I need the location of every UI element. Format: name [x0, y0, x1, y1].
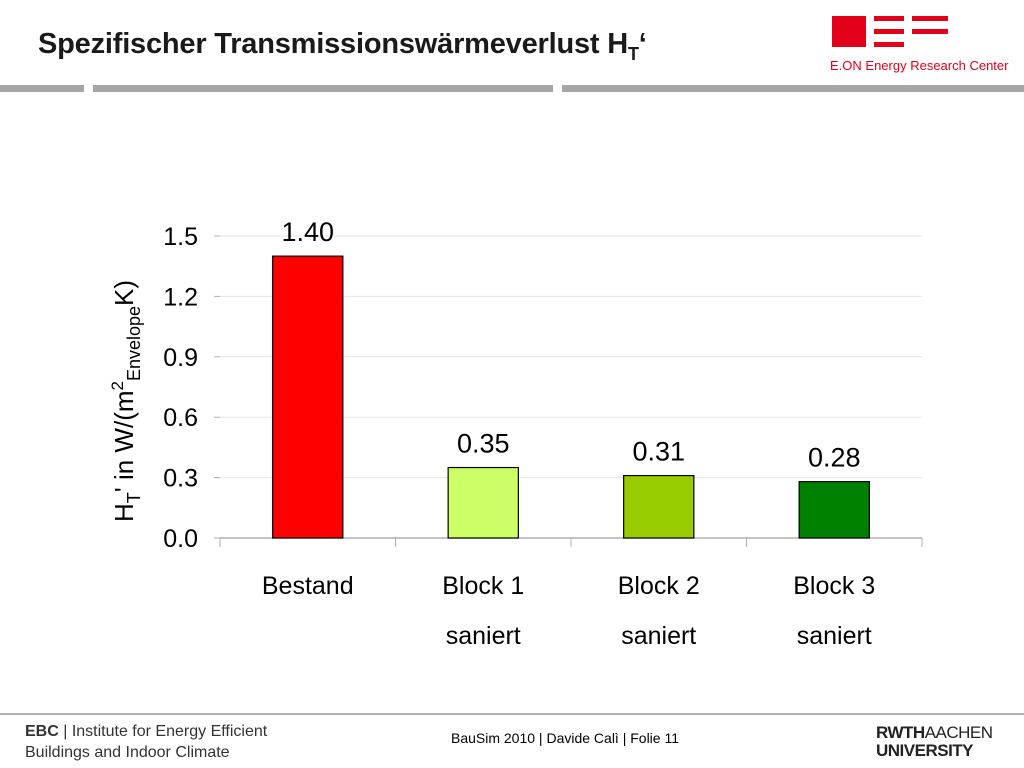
rwth-logo: RWTHAACHEN UNIVERSITY [876, 724, 1000, 760]
bar [447, 466, 519, 539]
data-label: 0.28 [808, 443, 861, 473]
eon-logo-text: E.ON Energy Research Center [830, 58, 1009, 73]
data-label: 0.31 [632, 437, 685, 467]
institute-line1: Institute for Energy Efficient [71, 723, 268, 740]
y-tick-label: 1.5 [163, 223, 198, 251]
x-category-label: Block 3 [793, 572, 875, 600]
y-axis-label-part: K) [109, 280, 139, 306]
bar [272, 255, 344, 539]
institute-abbr: EBC [25, 723, 59, 740]
y-tick-label: 1.2 [163, 283, 198, 311]
x-category-label: saniert [446, 622, 521, 650]
y-tick-label: 0.9 [163, 344, 198, 372]
eon-logo: E.ON Energy Research Center [830, 16, 1008, 78]
y-axis-label: HT' in W/(m2EnvelopeK) [108, 280, 144, 522]
x-category-label: saniert [797, 622, 872, 650]
footer-rule [0, 713, 1024, 715]
x-category-label: Block 2 [618, 572, 700, 600]
data-label: 1.40 [281, 217, 334, 247]
y-tick-label: 0.6 [163, 404, 198, 432]
bar [623, 474, 695, 539]
header-rule-segment [0, 85, 84, 92]
header-rule-segment [562, 85, 1024, 92]
y-tick-label: 0.3 [163, 465, 198, 493]
rwth-logo-light: AACHEN [924, 723, 993, 742]
rwth-logo-line2: UNIVERSITY [876, 741, 974, 760]
institute-label: EBC | Institute for Energy Efficient Bui… [25, 723, 268, 761]
x-category-label: Bestand [262, 572, 354, 600]
slide-title: Spezifischer Transmissionswärmeverlust H… [38, 28, 647, 65]
y-axis-label-superscript: 2 [108, 381, 127, 390]
slide-title-suffix: ‘ [638, 28, 647, 60]
footer-slide-info: BauSim 2010 | Davide Calì | Folie 11 [450, 730, 680, 746]
x-category-label: Block 1 [442, 572, 524, 600]
rwth-logo-bold: RWTH [876, 723, 925, 742]
data-label: 0.35 [457, 429, 510, 459]
header-rule-segment [93, 85, 553, 92]
eon-mark-icon [832, 16, 948, 47]
y-axis-label-subscript: T [124, 492, 144, 503]
y-axis-label-subscript: Envelope [124, 306, 144, 381]
y-axis-label-part: H [109, 503, 139, 522]
slide-title-main: Spezifischer Transmissionswärmeverlust H [38, 28, 628, 60]
institute-line2: Buildings and Indoor Climate [25, 744, 230, 761]
y-tick-label: 0.0 [163, 525, 198, 553]
x-category-label: saniert [621, 622, 696, 650]
slide-title-subscript: T [627, 44, 639, 64]
y-axis-label-part: ' in W/(m [109, 390, 139, 492]
bar [798, 481, 870, 539]
